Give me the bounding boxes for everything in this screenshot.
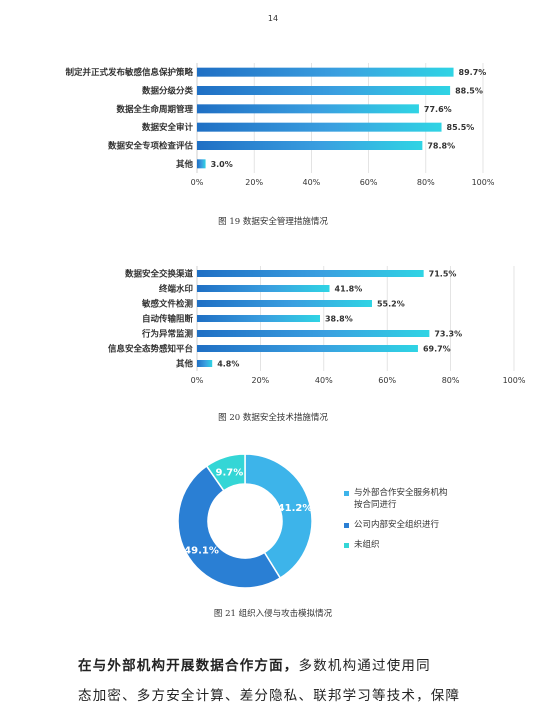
- x-tick-label: 60%: [378, 376, 396, 385]
- page-number: 14: [267, 14, 279, 23]
- donut-slice-none: [205, 453, 246, 492]
- body-bold-lead: 在与外部机构开展数据合作方面，: [78, 658, 299, 674]
- value-label: 4.8%: [217, 360, 239, 369]
- legend-swatch-external: [344, 491, 349, 496]
- slice-value-label: 9.7%: [216, 467, 244, 478]
- category-label: 制定并正式发布敏感信息保护策略: [65, 67, 193, 78]
- donut-slice-external: [244, 453, 313, 580]
- category-label: 数据安全交换渠道: [125, 269, 194, 280]
- category-label: 数据全生命周期管理: [116, 104, 193, 115]
- legend-label-external-line2: 按合同进行: [354, 500, 397, 510]
- legend-label-none: 未组织: [354, 540, 380, 550]
- caption-fig21: 图 21 组织入侵与攻击模拟情况: [213, 609, 333, 619]
- category-label: 数据安全审计: [142, 122, 194, 133]
- bar: [197, 104, 419, 114]
- slice-value-label: 41.2%: [278, 503, 313, 514]
- category-label: 其他: [176, 159, 194, 170]
- category-label: 其他: [176, 359, 194, 370]
- x-tick-label: 0%: [191, 376, 204, 385]
- value-label: 88.5%: [455, 87, 483, 96]
- x-tick-label: 80%: [417, 178, 435, 187]
- bar: [197, 330, 430, 337]
- bar-chart-fig20: 0% 20% 40% 60% 80% 100% 数据安全交换渠道 71.5% 终端水印 41.8%…: [108, 266, 526, 385]
- caption-fig19: 图 19 数据安全管理措施情况: [218, 217, 328, 227]
- category-label: 数据安全专项检查评估: [108, 141, 194, 152]
- legend-item-external: 与外部合作安全服务机构 按合同进行: [344, 487, 484, 511]
- body-line1-rest: 多数机构通过使用同: [298, 658, 431, 674]
- bar: [197, 270, 424, 277]
- value-label: 89.7%: [459, 68, 487, 77]
- x-tick-label: 100%: [503, 376, 526, 385]
- value-label: 69.7%: [423, 345, 451, 354]
- legend-swatch-none: [344, 543, 349, 548]
- value-label: 85.5%: [447, 123, 475, 132]
- legend-label-internal: 公司内部安全组织进行: [354, 520, 440, 530]
- body-paragraph-line1: 在与外部机构开展数据合作方面，多数机构通过使用同: [78, 654, 498, 674]
- value-label: 38.8%: [325, 315, 353, 324]
- bar: [197, 345, 418, 352]
- bar: [197, 300, 372, 307]
- category-label: 数据分级分类: [142, 86, 194, 97]
- bar-chart-fig19: 0% 20% 40% 60% 80% 100% 制定并正式发布敏感信息保护策略 89.7% 数据…: [65, 63, 495, 187]
- slice-value-label: 49.1%: [184, 546, 219, 557]
- value-label: 41.8%: [335, 285, 363, 294]
- bar: [197, 285, 330, 292]
- bar: [197, 315, 320, 322]
- value-label: 78.8%: [427, 142, 455, 151]
- x-tick-label: 20%: [252, 376, 270, 385]
- category-label: 自动传输阻断: [142, 314, 194, 325]
- bar: [197, 159, 206, 169]
- x-tick-label: 80%: [442, 376, 460, 385]
- bar: [197, 86, 451, 95]
- donut-legend: 与外部合作安全服务机构 按合同进行 公司内部安全组织进行 未组织: [344, 487, 484, 559]
- x-tick-label: 100%: [472, 178, 495, 187]
- bar: [197, 141, 423, 150]
- legend-item-internal: 公司内部安全组织进行: [344, 519, 484, 531]
- value-label: 77.6%: [424, 105, 452, 114]
- value-label: 3.0%: [211, 160, 233, 169]
- x-tick-label: 60%: [360, 178, 378, 187]
- value-label: 73.3%: [434, 330, 462, 339]
- value-label: 55.2%: [377, 300, 405, 309]
- legend-label-external: 与外部合作安全服务机构 按合同进行: [354, 487, 448, 511]
- bar: [197, 67, 454, 77]
- donut-chart-fig21: 41.2% 49.1% 9.7%: [177, 453, 313, 589]
- bar: [197, 122, 442, 132]
- legend-swatch-internal: [344, 523, 349, 528]
- legend-item-none: 未组织: [344, 539, 484, 551]
- x-tick-label: 20%: [245, 178, 263, 187]
- value-label: 71.5%: [429, 270, 457, 279]
- category-label: 敏感文件检测: [141, 299, 194, 310]
- category-label: 行为异常监测: [141, 329, 194, 340]
- x-tick-label: 0%: [191, 178, 204, 187]
- bar: [197, 360, 213, 367]
- x-tick-label: 40%: [315, 376, 333, 385]
- caption-fig20: 图 20 数据安全技术措施情况: [218, 413, 328, 423]
- x-tick-label: 40%: [303, 178, 321, 187]
- legend-label-external-line1: 与外部合作安全服务机构: [354, 488, 448, 498]
- donut-slice-internal: [177, 465, 282, 589]
- category-label: 终端水印: [158, 284, 193, 295]
- body-paragraph-line2: 态加密、多方安全计算、差分隐私、联邦学习等技术，保障: [78, 688, 461, 704]
- category-label: 信息安全态势感知平台: [108, 344, 194, 355]
